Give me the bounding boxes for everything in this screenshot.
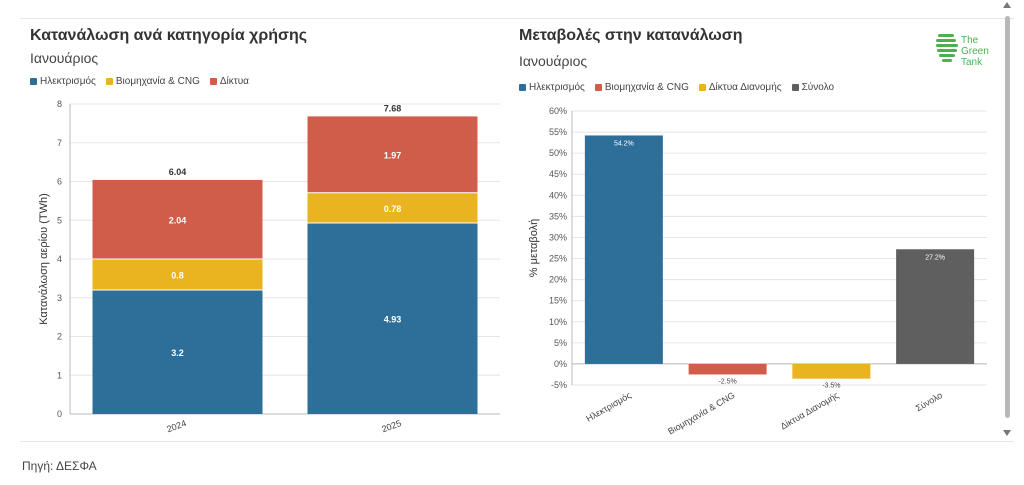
legend-swatch [791, 84, 799, 91]
total-label: 7.68 [384, 103, 402, 113]
the-green-tank-logo: The Green Tank [936, 30, 1000, 70]
legend-item-industry[interactable]: Βιομηχανία & CNG [594, 82, 689, 93]
data-label: 54.2% [614, 140, 634, 147]
legend-label: Σύνολο [801, 82, 835, 93]
y-tick-label: 1 [57, 370, 62, 380]
legend-label: Ηλεκτρισμός [529, 82, 585, 93]
y-tick-label: 5% [554, 338, 567, 348]
bar-segment [307, 116, 478, 193]
legend-item-distribution-networks[interactable]: Δίκτυα Διανομής [698, 82, 782, 93]
y-tick-label: 4 [57, 254, 62, 264]
y-axis-title: % μεταβολή [528, 219, 540, 277]
bar-segment [92, 290, 263, 414]
y-tick-label: 60% [549, 106, 567, 116]
y-tick-label: 2 [57, 332, 62, 342]
y-tick-label: -5% [551, 380, 567, 390]
logo-graphic: The Green Tank [936, 34, 989, 68]
y-tick-label: 25% [549, 254, 567, 264]
x-tick-label: Ηλεκτρισμός [584, 390, 633, 424]
legend-item-total[interactable]: Σύνολο [791, 82, 835, 93]
left-chart-legend: Ηλεκτρισμός Βιομηχανία & CNG Δίκτυα [30, 76, 249, 87]
logo-word-3: Tank [961, 57, 983, 68]
consumption-stacked-bar-chart: 0 1 2 3 4 5 6 7 8 Κατανάλωση αερίου (TWh) 3.2 0.8 2.… [38, 99, 500, 434]
legend-item-networks[interactable]: Δίκτυα [209, 76, 249, 87]
y-tick-label: 20% [549, 275, 567, 285]
bottom-divider [20, 441, 1014, 442]
legend-label: Δίκτυα Διανομής [708, 82, 782, 93]
y-tick-label: 40% [549, 190, 567, 200]
y-tick-label: 7 [57, 138, 62, 148]
legend-item-industry[interactable]: Βιομηχανία & CNG [105, 76, 200, 87]
logo-word-2: Green [961, 46, 989, 57]
y-tick-label: 35% [549, 211, 567, 221]
x-tick-label: Βιομηχανία & CNG [666, 390, 736, 436]
data-label: 4.93 [384, 314, 402, 324]
legend-label: Δίκτυα [219, 76, 249, 87]
bar [688, 363, 767, 375]
legend-swatch [594, 84, 602, 91]
y-tick-label: 8 [57, 99, 62, 109]
bar [584, 135, 663, 364]
vertical-scrollbar[interactable] [1002, 2, 1012, 442]
x-tick-label: 2025 [380, 418, 402, 434]
y-tick-label: 10% [549, 317, 567, 327]
logo-word-1: The [961, 35, 979, 46]
legend-item-electricity[interactable]: Ηλεκτρισμός [30, 76, 96, 87]
scroll-up-icon[interactable] [1003, 2, 1011, 8]
legend-swatch [519, 84, 526, 91]
data-label: 27.2% [925, 254, 945, 261]
data-label: 1.97 [384, 151, 402, 161]
total-label: 6.04 [169, 167, 187, 177]
y-tick-label: 55% [549, 127, 567, 137]
x-tick-label: Δίκτυα Διανομής [779, 390, 841, 432]
legend-item-electricity[interactable]: Ηλεκτρισμός [519, 82, 585, 93]
bar-segment [92, 259, 263, 290]
right-chart-subtitle: Ιανουάριος [519, 53, 588, 69]
scroll-thumb[interactable] [1005, 16, 1010, 418]
x-tick-label: Σύνολο [914, 390, 944, 413]
right-chart-title: Μεταβολές στην κατανάλωση [519, 27, 743, 44]
bar [896, 249, 975, 364]
right-chart-legend: Ηλεκτρισμός Βιομηχανία & CNG Δίκτυα Διαν… [519, 82, 834, 93]
legend-swatch [209, 78, 217, 85]
y-tick-label: 45% [549, 169, 567, 179]
y-tick-label: 15% [549, 296, 567, 306]
x-tick-label: 2024 [165, 418, 187, 434]
y-tick-label: 3 [57, 293, 62, 303]
y-tick-label: 6 [57, 177, 62, 187]
data-label: -2.5% [718, 378, 736, 385]
source-note: Πηγή: ΔΕΣΦΑ [22, 459, 97, 473]
y-tick-label: 30% [549, 232, 567, 242]
y-tick-label: 0% [554, 359, 567, 369]
legend-label: Βιομηχανία & CNG [604, 82, 689, 93]
top-divider [20, 18, 1014, 19]
data-label: 0.8 [171, 271, 184, 281]
bar-segment [307, 222, 478, 414]
data-label: -3.5% [822, 383, 840, 390]
change-percent-bar-chart: -5% 0% 5% 10% 15% 20% 25% 30% 35% 40% 45% 50% 55% 60%… [528, 106, 987, 437]
left-chart-subtitle: Ιανουάριος [30, 50, 99, 66]
bar-segment [307, 192, 478, 223]
legend-label: Ηλεκτρισμός [40, 76, 96, 87]
y-tick-label: 0 [57, 409, 62, 419]
y-axis-title: Κατανάλωση αερίου (TWh) [38, 193, 50, 325]
scroll-down-icon[interactable] [1003, 430, 1011, 436]
legend-swatch [30, 78, 37, 85]
data-label: 0.78 [384, 204, 402, 214]
y-tick-label: 5 [57, 215, 62, 225]
bar-segment [92, 179, 263, 259]
legend-swatch [698, 84, 706, 91]
data-label: 2.04 [169, 215, 187, 225]
y-tick-label: 50% [549, 148, 567, 158]
data-label: 3.2 [171, 348, 184, 358]
legend-swatch [105, 78, 113, 85]
bar [792, 363, 871, 379]
left-chart-title: Κατανάλωση ανά κατηγορία χρήσης [30, 27, 308, 44]
legend-label: Βιομηχανία & CNG [115, 76, 200, 87]
